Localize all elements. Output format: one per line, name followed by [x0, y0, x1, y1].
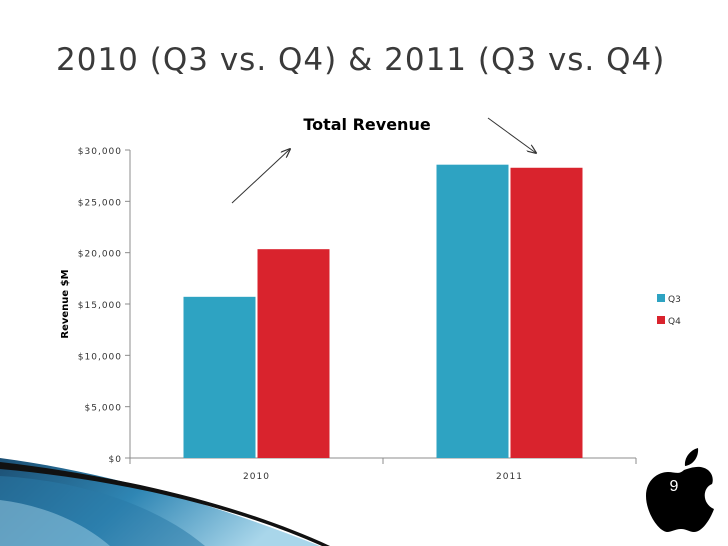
y-axis-label: Revenue $M	[60, 269, 71, 338]
y-tick-label: $10,000	[78, 352, 122, 362]
bar-q4-2011	[510, 167, 583, 458]
arrow-annotation-2010	[231, 149, 290, 204]
bar-q3-2010	[183, 296, 256, 458]
bar-q3-2011	[436, 164, 509, 458]
y-tick-label: $15,000	[78, 301, 122, 311]
x-tick-label: 2011	[496, 472, 523, 482]
y-tick-label: $20,000	[78, 250, 122, 260]
y-tick-label: $30,000	[78, 147, 122, 157]
arrow-annotation-2011	[487, 117, 536, 153]
chart-title: Total Revenue	[303, 115, 431, 134]
legend-label-q3: Q3	[668, 295, 681, 305]
x-tick-label: 2010	[243, 472, 270, 482]
legend-swatch-q4	[657, 316, 665, 324]
y-tick-label: $5,000	[85, 404, 123, 414]
legend-swatch-q3	[657, 294, 665, 302]
y-tick-label: $0	[109, 455, 122, 465]
slide-title: 2010 (Q3 vs. Q4) & 2011 (Q3 vs. Q4)	[56, 42, 666, 78]
slide-number: 9	[669, 478, 679, 495]
bar-q4-2010	[257, 249, 330, 458]
apple-logo-icon	[646, 448, 714, 532]
legend-label-q4: Q4	[668, 317, 681, 327]
y-tick-label: $25,000	[78, 198, 122, 208]
